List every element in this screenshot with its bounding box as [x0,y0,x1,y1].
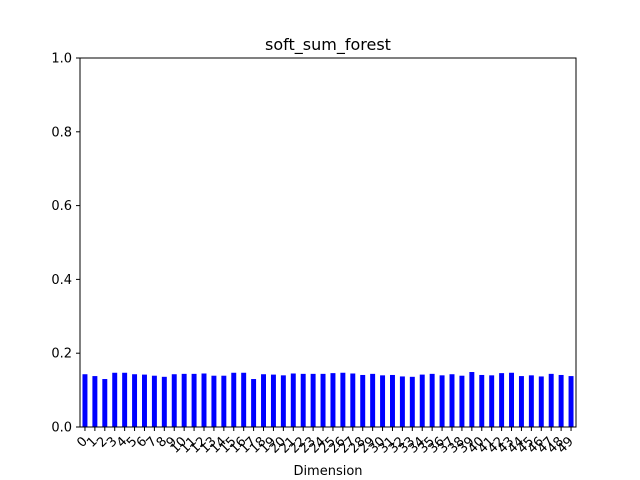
y-tick-label: 0.8 [51,125,72,140]
chart-title: soft_sum_forest [265,35,391,55]
bar-44 [518,376,524,427]
bar-12 [201,373,207,427]
y-tick-label: 0.6 [51,199,72,214]
bar-48 [558,374,564,427]
bar-25 [330,373,336,427]
bar-41 [489,375,495,427]
bar-34 [419,374,425,427]
bar-39 [469,372,475,427]
bars-group [82,372,574,427]
bar-18 [261,374,266,427]
bar-0 [82,374,88,427]
bar-5 [132,374,138,427]
bar-15 [231,372,237,427]
bar-43 [509,372,514,427]
bar-38 [459,375,465,427]
bar-22 [300,373,306,427]
x-axis: 0123456789101112131415161718192021222324… [74,427,577,457]
bar-1 [92,376,98,427]
bar-6 [142,374,147,427]
bar-17 [251,379,257,427]
bar-45 [528,375,534,427]
bar-8 [161,376,167,427]
bar-36 [439,375,445,427]
bar-9 [171,374,177,427]
bar-14 [221,375,227,427]
bar-32 [399,376,405,427]
bar-26 [340,372,346,427]
bar-49 [568,376,574,427]
bar-20 [280,375,286,427]
bar-33 [409,376,415,427]
bar-47 [548,373,554,427]
x-axis-label: Dimension [293,464,362,479]
bar-31 [390,374,395,427]
bar-4 [122,372,128,427]
y-tick-label: 1.0 [51,52,72,67]
bar-21 [290,373,296,427]
bar-2 [102,379,108,427]
y-axis: 0.0 0.2 0.4 0.6 0.8 1.0 [51,52,80,436]
bar-7 [151,375,157,427]
bar-27 [350,373,356,427]
bar-13 [211,375,217,427]
bar-19 [270,374,276,427]
bar-37 [449,374,455,427]
bar-10 [181,373,187,427]
y-tick-label: 0.4 [51,273,72,288]
bar-24 [320,373,326,427]
bar-42 [499,373,505,427]
bar-30 [380,375,386,427]
bar-11 [191,373,197,427]
plot-frame [79,57,577,428]
bar-16 [241,372,247,427]
y-tick-label: 0.2 [51,347,72,362]
bar-46 [538,376,544,427]
y-tick-label: 0.0 [51,421,72,436]
bar-28 [360,374,366,427]
bar-40 [479,374,485,427]
bar-29 [370,373,376,427]
bar-23 [310,373,316,427]
bar-3 [112,372,118,427]
bar-35 [429,373,435,427]
